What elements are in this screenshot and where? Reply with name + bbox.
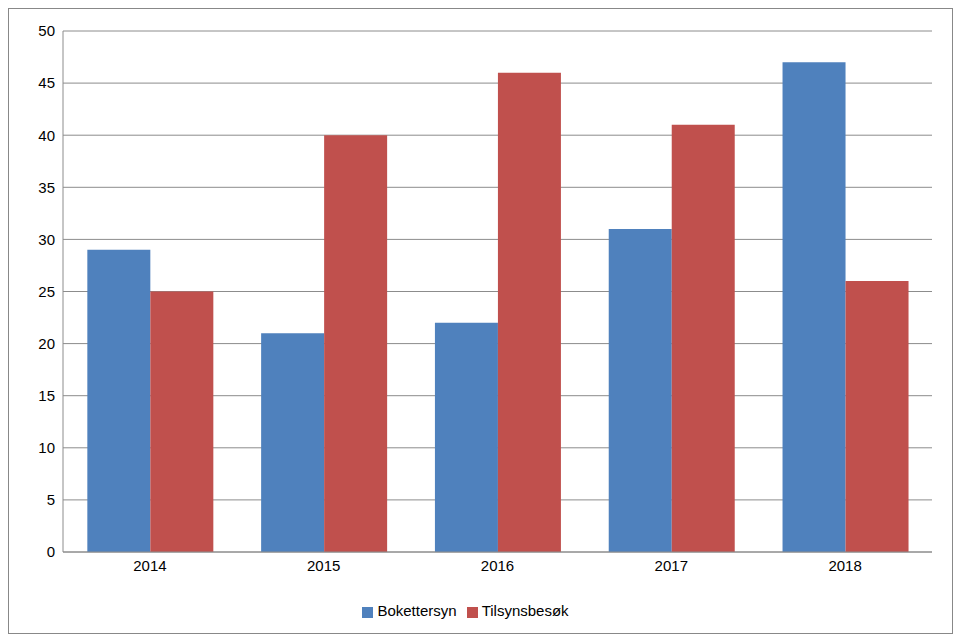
- svg-text:50: 50: [38, 22, 55, 39]
- svg-text:45: 45: [38, 74, 55, 91]
- svg-text:2018: 2018: [828, 557, 861, 574]
- svg-text:25: 25: [38, 283, 55, 300]
- svg-text:20: 20: [38, 335, 55, 352]
- svg-text:30: 30: [38, 231, 55, 248]
- svg-text:2016: 2016: [481, 557, 514, 574]
- svg-text:15: 15: [38, 387, 55, 404]
- svg-text:0: 0: [47, 543, 55, 560]
- html-text:Bokettersyn: Bokettersyn: [377, 602, 457, 619]
- html-text:Tilsynsbesøk: Tilsynsbesøk: [481, 602, 569, 619]
- svg-text:2014: 2014: [133, 557, 166, 574]
- svg-text:5: 5: [47, 491, 55, 508]
- svg-text:10: 10: [38, 439, 55, 456]
- svg-text:2017: 2017: [655, 557, 688, 574]
- svg-text:40: 40: [38, 127, 55, 144]
- svg-text:2015: 2015: [307, 557, 340, 574]
- svg-text:35: 35: [38, 179, 55, 196]
